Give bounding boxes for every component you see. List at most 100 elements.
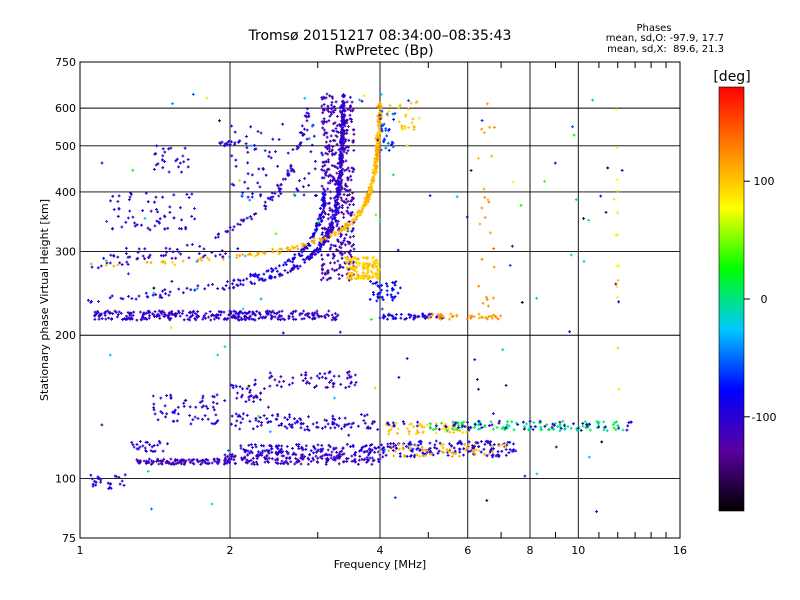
data-point <box>272 311 276 315</box>
data-point <box>193 317 197 320</box>
data-point <box>190 215 194 218</box>
data-point <box>328 247 332 251</box>
data-point <box>226 449 230 452</box>
data-point <box>340 274 344 278</box>
data-point <box>247 384 251 388</box>
data-point <box>351 265 355 268</box>
data-point <box>195 287 199 290</box>
data-point <box>262 279 266 283</box>
data-point <box>333 316 337 320</box>
data-point <box>362 94 366 98</box>
data-point <box>123 317 127 320</box>
data-point <box>339 170 342 174</box>
data-point <box>162 254 165 258</box>
data-point <box>247 216 251 219</box>
data-point <box>128 314 132 317</box>
data-point <box>486 198 490 202</box>
data-point <box>591 98 594 102</box>
data-point <box>306 456 310 460</box>
data-point <box>240 318 244 321</box>
data-point <box>492 265 496 269</box>
data-point <box>177 309 180 313</box>
data-point <box>234 164 238 168</box>
data-point <box>563 424 566 428</box>
data-point <box>188 405 192 409</box>
data-point <box>171 410 175 414</box>
data-point <box>603 425 607 429</box>
data-point <box>404 113 408 117</box>
data-point <box>292 170 296 174</box>
data-point <box>179 206 182 210</box>
data-point <box>512 442 515 446</box>
data-point <box>625 428 629 432</box>
data-point <box>267 420 271 424</box>
data-point <box>104 310 108 314</box>
data-point <box>256 425 259 428</box>
data-point <box>369 449 373 453</box>
data-point <box>231 455 235 458</box>
data-point <box>321 160 325 164</box>
data-point <box>621 428 625 432</box>
data-point <box>390 444 394 448</box>
data-point <box>306 107 309 111</box>
data-point <box>157 462 161 466</box>
x-tick-labels: 1 2 4 6 8 10 16 <box>77 544 688 557</box>
data-point <box>336 249 340 252</box>
data-point <box>327 229 331 233</box>
data-point <box>109 261 112 265</box>
data-point <box>240 395 243 399</box>
data-point <box>401 447 405 450</box>
y-tick-label: 100 <box>55 473 76 486</box>
data-point <box>387 128 391 131</box>
data-point <box>491 316 494 320</box>
data-point <box>376 428 380 431</box>
data-point <box>128 255 132 259</box>
data-point <box>165 394 168 397</box>
data-point <box>224 456 227 460</box>
data-point <box>324 174 328 177</box>
data-point <box>269 311 273 314</box>
data-point <box>330 112 333 116</box>
data-point <box>377 262 380 265</box>
data-point <box>337 462 341 466</box>
data-point <box>377 292 381 295</box>
data-point <box>468 314 472 318</box>
data-point <box>152 291 156 295</box>
data-point <box>247 443 251 447</box>
data-point <box>268 376 271 380</box>
data-point <box>319 207 322 210</box>
data-point <box>484 440 488 443</box>
data-point <box>150 507 153 511</box>
data-point <box>390 314 394 318</box>
y-tick-label: 300 <box>55 245 76 258</box>
data-point <box>173 313 177 317</box>
data-point <box>287 249 290 252</box>
data-point <box>500 449 504 453</box>
data-point <box>320 184 324 188</box>
data-point <box>146 441 149 444</box>
data-point <box>185 286 189 290</box>
data-point <box>467 426 470 429</box>
data-point <box>273 378 277 382</box>
data-point <box>616 189 620 193</box>
data-point <box>321 257 324 261</box>
data-point <box>313 167 317 171</box>
data-point <box>326 167 330 171</box>
data-point <box>466 420 469 424</box>
data-point <box>223 453 227 457</box>
data-point <box>249 280 253 284</box>
data-point <box>373 169 377 172</box>
data-point <box>392 454 396 458</box>
data-point <box>313 447 317 451</box>
data-point <box>330 221 334 225</box>
data-point <box>402 422 406 426</box>
data-point <box>492 427 495 431</box>
data-point <box>346 206 350 210</box>
data-point <box>169 146 173 150</box>
data-point <box>423 317 427 320</box>
data-point <box>230 422 233 426</box>
data-point <box>346 176 349 180</box>
data-point <box>167 462 171 465</box>
data-point <box>342 193 346 196</box>
data-point <box>292 263 296 267</box>
